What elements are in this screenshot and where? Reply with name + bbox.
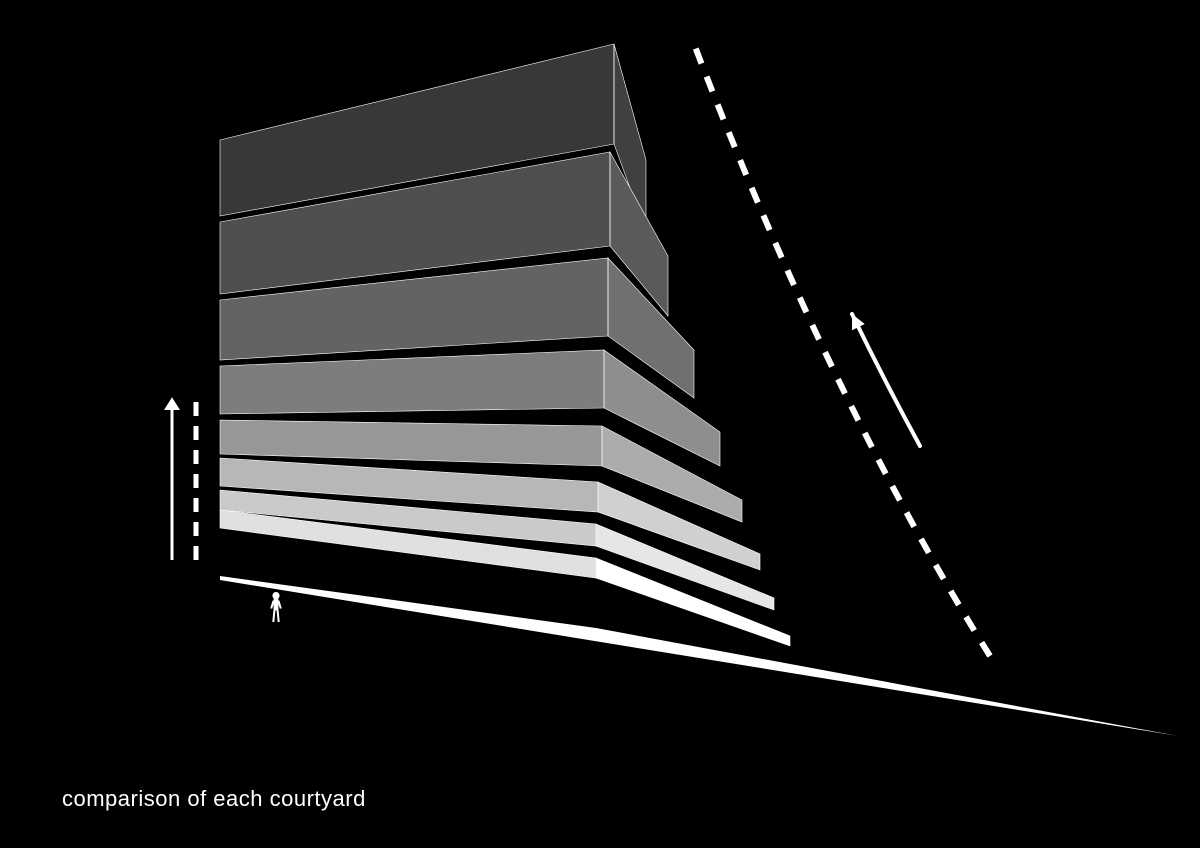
- caption-label: comparison of each courtyard: [62, 786, 366, 812]
- diagram-stage: [0, 0, 1200, 848]
